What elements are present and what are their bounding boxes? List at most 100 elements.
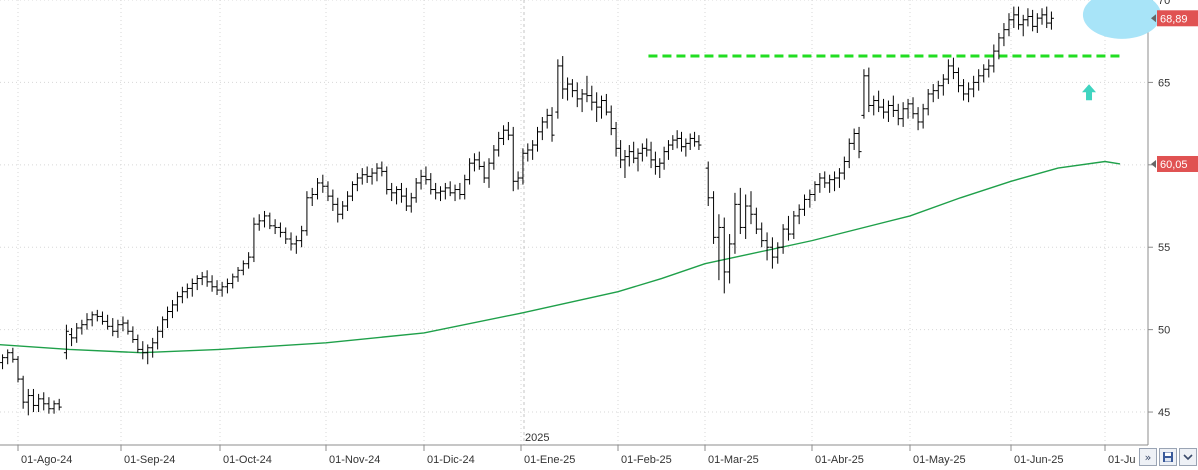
ohlc-bar (769, 237, 775, 269)
ohlc-bar (204, 270, 210, 287)
ohlc-bar (394, 186, 400, 205)
ohlc-bar (885, 100, 891, 122)
ohlc-bar (25, 388, 31, 416)
ohlc-bar (1039, 8, 1045, 25)
ohlc-bar (304, 191, 310, 236)
ohlc-bar (549, 107, 555, 142)
price-tags: 68,89 60,05 (1151, 10, 1198, 172)
price-tag-label: 68,89 (1160, 13, 1188, 25)
ohlc-bar (110, 318, 116, 337)
ohlc-bar (398, 182, 404, 203)
ohlc-bar (36, 393, 42, 413)
ohlc-bar (283, 227, 289, 244)
ohlc-bar (890, 95, 896, 118)
ohlc-bar (330, 189, 336, 211)
ohlc-bar (374, 163, 380, 182)
ohlc-bar (716, 214, 722, 281)
ohlc-bar (748, 191, 754, 225)
ohlc-bar (930, 84, 936, 103)
x-tick-label: 01-Sep-24 (124, 454, 175, 466)
ohlc-bar (251, 217, 257, 263)
ohlc-bar (184, 283, 190, 299)
ohlc-bar (0, 354, 6, 370)
x-tick-label: 01-Jun-25 (1014, 454, 1064, 466)
ohlc-bar (209, 275, 215, 292)
ohlc-bar (935, 80, 941, 99)
ohlc-bar (861, 69, 867, 119)
ohlc-bar (288, 232, 294, 251)
ohlc-bar (721, 217, 727, 294)
ohlc-bar (30, 388, 36, 413)
ohlc-bar (369, 168, 375, 185)
ohlc-bar (802, 194, 808, 216)
price-tag: 60,05 (1151, 155, 1198, 172)
ohlc-bar (589, 85, 595, 111)
ohlc-bar (150, 337, 156, 358)
ohlc-bar (452, 184, 458, 202)
ohlc-bar (105, 314, 111, 330)
dropdown-button[interactable] (1179, 448, 1197, 466)
ohlc-bar (525, 143, 531, 162)
ohlc-bar (920, 103, 926, 129)
ohlc-bar (384, 166, 390, 195)
ohlc-bar (293, 235, 299, 254)
ohlc-bar (976, 69, 982, 91)
ohlc-bar (165, 306, 171, 328)
ohlc-bar (315, 178, 321, 200)
y-tick-label: 70 (1158, 0, 1170, 7)
scroll-right-button[interactable]: » (1139, 448, 1157, 466)
ohlc-bar (841, 156, 847, 180)
price-tag: 68,89 (1151, 10, 1198, 27)
chevron-down-icon (1183, 454, 1193, 461)
ohlc-bar (510, 126, 516, 192)
ohlc-bar (737, 187, 743, 235)
ohlc-bar (910, 97, 916, 119)
ohlc-bar (827, 174, 833, 193)
y-tick-label: 50 (1158, 325, 1170, 337)
ohlc-bar (981, 64, 987, 83)
ohlc-bar (262, 210, 268, 228)
x-tick-label: 01-Nov-24 (329, 454, 380, 466)
ohlc-bar (179, 286, 185, 304)
ohlc-bar (743, 194, 749, 239)
ohlc-bar (309, 187, 315, 207)
ohlc-bar (277, 222, 283, 238)
x-tick-label: 01-Ago-24 (21, 454, 72, 466)
ohlc-bar (79, 319, 85, 335)
ohlc-bar (876, 90, 882, 113)
price-tag-pointer (1151, 14, 1156, 23)
ohlc-bar (955, 67, 961, 93)
ohlc-bar (51, 400, 57, 414)
ohlc-bar (996, 32, 1002, 60)
save-button[interactable] (1159, 448, 1177, 466)
ohlc-bar (961, 79, 967, 101)
ohlc-bar (140, 341, 146, 360)
ohlc-bar (569, 79, 575, 98)
ohlc-bar (505, 121, 511, 141)
ohlc-bar (224, 278, 230, 294)
ohlc-bar (174, 291, 180, 312)
ohlc-bar (189, 278, 195, 297)
price-tag-box (1157, 155, 1198, 172)
ohlc-bar (832, 171, 838, 192)
ohlc-bar (1020, 14, 1026, 37)
ohlc-bar (539, 117, 545, 141)
ohlc-bar (447, 181, 453, 197)
ohlc-bar (256, 214, 262, 231)
ohlc-bar (530, 140, 536, 160)
ohlc-bar (732, 192, 738, 254)
y-tick-label: 45 (1158, 407, 1170, 419)
ohlc-bar (428, 173, 434, 195)
ohlc-bar (560, 56, 566, 99)
ohlc-bar (199, 271, 205, 286)
ohlc-bar (501, 125, 507, 146)
ohlc-bar (1034, 13, 1040, 33)
x-tick-label: 01-Abr-25 (815, 454, 864, 466)
ohlc-bar (442, 182, 448, 200)
ohlc-bar (594, 92, 600, 122)
ohlc-bar (780, 224, 786, 254)
ohlc-bar (364, 166, 370, 183)
up-arrow-icon (1082, 84, 1097, 101)
